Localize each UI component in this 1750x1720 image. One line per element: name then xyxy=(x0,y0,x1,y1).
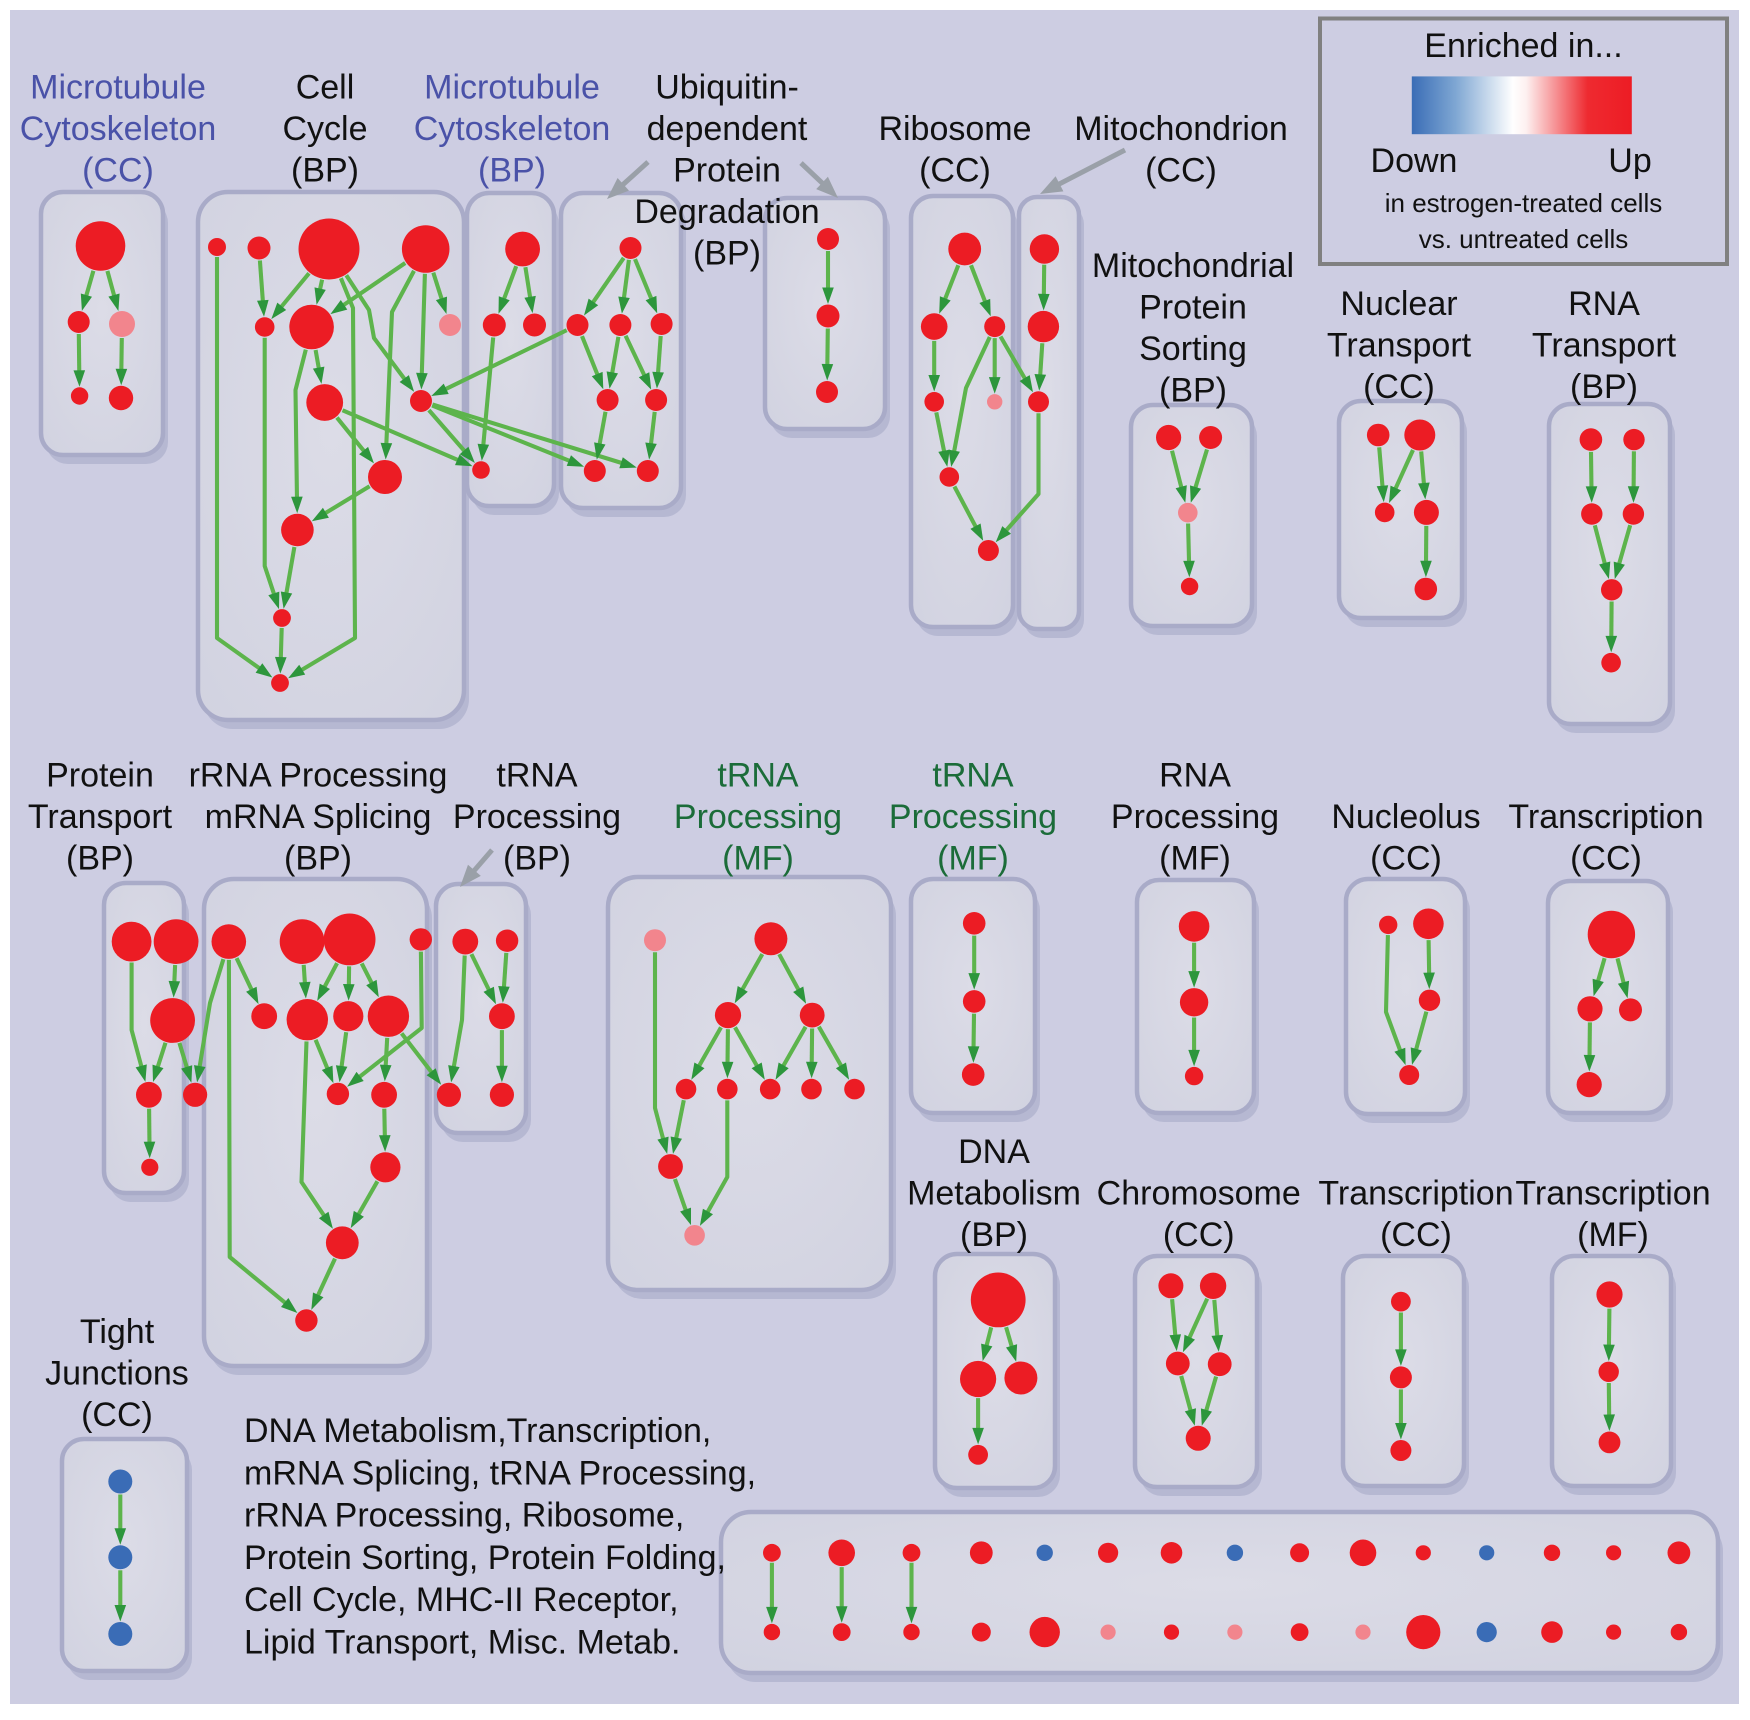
svg-text:(CC): (CC) xyxy=(82,151,154,189)
svg-text:Processing: Processing xyxy=(889,798,1057,836)
svg-text:RNA: RNA xyxy=(1568,285,1640,323)
svg-text:Nucleolus: Nucleolus xyxy=(1331,798,1480,836)
svg-text:vs. untreated cells: vs. untreated cells xyxy=(1419,224,1629,254)
svg-text:DNA: DNA xyxy=(958,1133,1030,1171)
svg-text:in estrogen-treated cells: in estrogen-treated cells xyxy=(1385,188,1662,218)
svg-text:Microtubule: Microtubule xyxy=(30,68,206,106)
svg-text:Nuclear: Nuclear xyxy=(1340,285,1457,323)
svg-text:(CC): (CC) xyxy=(1363,368,1435,406)
svg-text:mRNA Splicing, tRNA Processing: mRNA Splicing, tRNA Processing, xyxy=(244,1454,756,1492)
svg-text:Up: Up xyxy=(1608,142,1651,180)
svg-text:(BP): (BP) xyxy=(693,234,761,272)
svg-text:Cytoskeleton: Cytoskeleton xyxy=(20,110,217,148)
svg-text:Transport: Transport xyxy=(28,798,173,836)
svg-text:Mitochondrion: Mitochondrion xyxy=(1074,110,1288,148)
svg-text:(MF): (MF) xyxy=(1577,1216,1649,1254)
svg-text:Microtubule: Microtubule xyxy=(424,68,600,106)
svg-text:(CC): (CC) xyxy=(919,151,991,189)
svg-text:(BP): (BP) xyxy=(284,840,352,878)
svg-text:(MF): (MF) xyxy=(1159,840,1231,878)
svg-text:Tight: Tight xyxy=(80,1313,155,1351)
svg-text:Processing: Processing xyxy=(674,798,842,836)
svg-text:(BP): (BP) xyxy=(1570,368,1638,406)
svg-text:Transcription: Transcription xyxy=(1508,798,1703,836)
svg-text:Ubiquitin-: Ubiquitin- xyxy=(655,68,799,106)
svg-text:(CC): (CC) xyxy=(1145,151,1217,189)
svg-text:(BP): (BP) xyxy=(503,840,571,878)
svg-text:Cell: Cell xyxy=(296,68,355,106)
svg-text:(BP): (BP) xyxy=(960,1216,1028,1254)
svg-text:Protein: Protein xyxy=(1139,289,1247,327)
svg-text:(CC): (CC) xyxy=(1370,840,1442,878)
svg-text:Protein: Protein xyxy=(46,757,154,795)
svg-text:dependent: dependent xyxy=(647,110,808,148)
svg-text:Transport: Transport xyxy=(1532,327,1677,365)
svg-text:Cytoskeleton: Cytoskeleton xyxy=(414,110,611,148)
svg-text:Chromosome: Chromosome xyxy=(1097,1175,1301,1213)
svg-text:DNA Metabolism,Transcription,: DNA Metabolism,Transcription, xyxy=(244,1412,711,1450)
svg-text:Degradation: Degradation xyxy=(634,193,819,231)
svg-text:(BP): (BP) xyxy=(1159,372,1227,410)
svg-text:(CC): (CC) xyxy=(1570,840,1642,878)
svg-text:Ribosome: Ribosome xyxy=(878,110,1031,148)
svg-text:(MF): (MF) xyxy=(937,840,1009,878)
svg-text:Junctions: Junctions xyxy=(45,1355,189,1393)
svg-text:(MF): (MF) xyxy=(722,840,794,878)
svg-text:Processing: Processing xyxy=(1111,798,1279,836)
svg-text:Enriched in...: Enriched in... xyxy=(1424,27,1622,65)
svg-text:tRNA: tRNA xyxy=(932,757,1014,795)
svg-text:Lipid Transport, Misc. Metab.: Lipid Transport, Misc. Metab. xyxy=(244,1624,681,1662)
svg-text:rRNA Processing, Ribosome,: rRNA Processing, Ribosome, xyxy=(244,1497,684,1535)
svg-text:Transcription: Transcription xyxy=(1515,1175,1710,1213)
svg-text:mRNA Splicing: mRNA Splicing xyxy=(205,798,432,836)
svg-text:Processing: Processing xyxy=(453,798,621,836)
svg-text:Transport: Transport xyxy=(1327,327,1472,365)
svg-text:Cycle: Cycle xyxy=(282,110,367,148)
svg-text:tRNA: tRNA xyxy=(496,757,578,795)
svg-text:Mitochondrial: Mitochondrial xyxy=(1092,247,1294,285)
svg-text:RNA: RNA xyxy=(1159,757,1231,795)
svg-text:Down: Down xyxy=(1371,142,1458,180)
svg-text:tRNA: tRNA xyxy=(717,757,799,795)
svg-text:(CC): (CC) xyxy=(1380,1216,1452,1254)
svg-text:(BP): (BP) xyxy=(478,151,546,189)
svg-text:(BP): (BP) xyxy=(66,840,134,878)
svg-text:rRNA Processing: rRNA Processing xyxy=(189,757,448,795)
svg-text:(CC): (CC) xyxy=(81,1396,153,1434)
svg-text:(CC): (CC) xyxy=(1163,1216,1235,1254)
svg-text:Protein Sorting, Protein Foldi: Protein Sorting, Protein Folding, xyxy=(244,1539,726,1577)
svg-text:Transcription: Transcription xyxy=(1318,1175,1513,1213)
svg-text:Protein: Protein xyxy=(673,151,781,189)
svg-text:Metabolism: Metabolism xyxy=(907,1175,1081,1213)
svg-text:Cell Cycle, MHC-II Receptor,: Cell Cycle, MHC-II Receptor, xyxy=(244,1581,679,1619)
svg-text:Sorting: Sorting xyxy=(1139,330,1247,368)
svg-text:(BP): (BP) xyxy=(291,151,359,189)
